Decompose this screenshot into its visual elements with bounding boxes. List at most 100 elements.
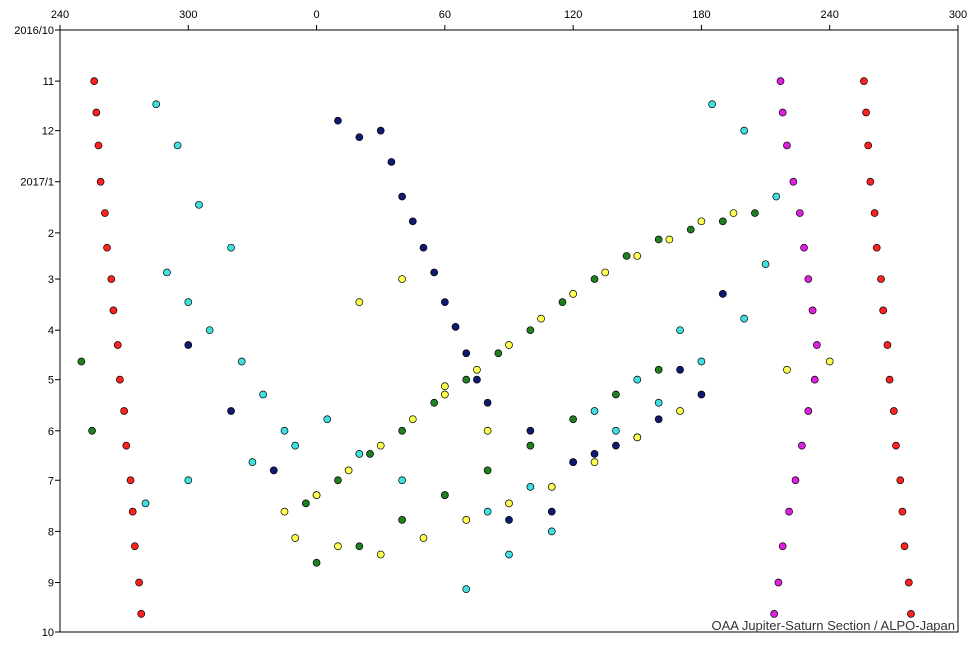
point	[269, 466, 278, 475]
point	[128, 507, 137, 516]
point	[879, 306, 888, 315]
point	[569, 458, 577, 466]
y-tick-label: 7	[48, 475, 54, 487]
point	[785, 507, 793, 516]
point	[280, 426, 289, 435]
point	[761, 260, 770, 269]
point	[355, 298, 364, 306]
point	[697, 217, 706, 226]
point	[473, 365, 481, 374]
point	[783, 141, 791, 150]
point	[237, 357, 246, 366]
point	[526, 326, 535, 335]
x-tick-label: 240	[51, 9, 69, 21]
point	[376, 550, 385, 559]
point	[676, 326, 684, 335]
point	[441, 298, 449, 306]
point	[302, 499, 310, 508]
point	[798, 441, 806, 450]
point	[88, 426, 96, 435]
point	[505, 341, 513, 349]
point	[800, 243, 808, 252]
point	[430, 268, 439, 277]
y-tick-label: 3	[48, 274, 54, 286]
point	[569, 290, 577, 298]
point	[227, 407, 235, 415]
point	[90, 77, 99, 85]
point	[441, 491, 449, 499]
point	[312, 491, 321, 499]
point	[334, 116, 342, 125]
point	[419, 534, 428, 542]
point	[355, 133, 364, 142]
point	[398, 515, 406, 524]
y-tick-label: 8	[48, 526, 54, 538]
point	[355, 542, 364, 551]
y-tick-label: 6	[48, 426, 54, 438]
point	[462, 349, 471, 358]
point	[601, 268, 610, 277]
point	[376, 126, 385, 135]
point	[195, 200, 203, 209]
point	[291, 441, 300, 450]
point	[697, 357, 706, 366]
point	[654, 365, 663, 374]
point	[612, 390, 620, 399]
point	[676, 365, 684, 374]
y-tick-label: 10	[42, 627, 54, 639]
point	[483, 398, 492, 407]
point	[612, 426, 620, 435]
point	[892, 441, 900, 450]
point	[526, 441, 535, 450]
point	[387, 158, 396, 166]
point	[810, 375, 819, 384]
point	[398, 476, 406, 485]
point	[103, 243, 111, 252]
point	[772, 192, 781, 201]
point	[291, 534, 300, 542]
point	[783, 365, 791, 374]
point	[778, 542, 787, 551]
point	[770, 610, 778, 618]
point	[740, 314, 749, 323]
point	[430, 398, 439, 407]
point	[558, 298, 567, 306]
x-tick-label: 180	[692, 9, 710, 21]
point	[654, 415, 663, 424]
point	[778, 108, 787, 117]
point	[184, 476, 193, 485]
point	[547, 483, 556, 491]
point	[94, 141, 103, 150]
point	[776, 77, 785, 85]
point	[718, 217, 727, 226]
point	[451, 323, 460, 331]
point	[718, 290, 727, 298]
y-tick-label: 2017/1	[20, 177, 54, 189]
point	[163, 268, 171, 277]
point	[344, 466, 353, 475]
point	[791, 476, 800, 485]
point	[590, 450, 599, 458]
y-tick-label: 9	[48, 578, 54, 590]
point	[860, 77, 868, 85]
point	[864, 141, 873, 150]
point	[537, 314, 545, 323]
y-tick-label: 4	[48, 325, 54, 337]
point	[569, 415, 577, 424]
point	[907, 610, 915, 618]
point	[101, 209, 109, 217]
point	[622, 252, 631, 260]
plot-frame	[59, 29, 959, 633]
point	[441, 390, 449, 399]
point	[789, 177, 798, 186]
y-tick-label: 12	[42, 126, 54, 138]
point	[173, 141, 182, 150]
point	[862, 108, 870, 117]
point	[505, 550, 513, 559]
point	[590, 275, 599, 283]
point	[109, 306, 118, 315]
point	[130, 542, 139, 551]
point	[804, 407, 813, 415]
point	[135, 578, 143, 587]
